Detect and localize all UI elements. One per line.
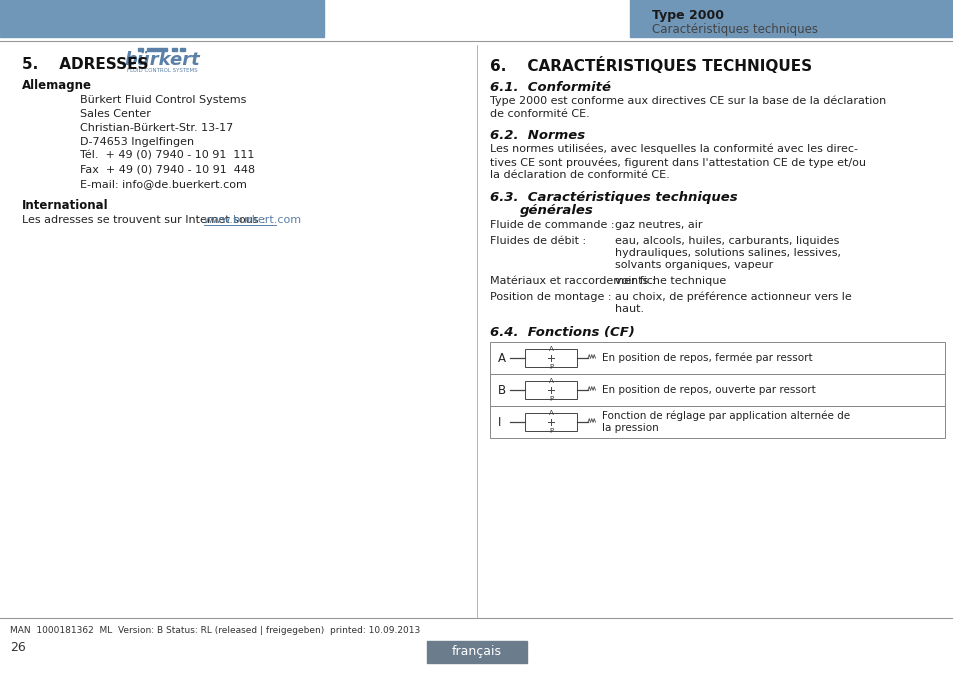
Text: A: A bbox=[548, 410, 553, 416]
Bar bbox=[490, 342, 944, 374]
Text: solvants organiques, vapeur: solvants organiques, vapeur bbox=[615, 260, 773, 270]
Bar bbox=[147, 48, 167, 51]
Text: gaz neutres, air: gaz neutres, air bbox=[615, 220, 701, 230]
Text: la déclaration de conformité CE.: la déclaration de conformité CE. bbox=[490, 170, 669, 180]
Text: A: A bbox=[548, 346, 553, 352]
Bar bbox=[524, 381, 577, 399]
Text: de conformité CE.: de conformité CE. bbox=[490, 109, 589, 119]
Text: voir fiche technique: voir fiche technique bbox=[615, 276, 725, 286]
Text: 6.3.  Caractéristiques techniques: 6.3. Caractéristiques techniques bbox=[490, 191, 737, 204]
Text: générales: générales bbox=[519, 204, 593, 217]
Bar bbox=[524, 349, 577, 367]
Bar bbox=[138, 48, 143, 51]
Text: En position de repos, fermée par ressort: En position de repos, fermée par ressort bbox=[601, 353, 812, 363]
Text: Christian-Bürkert-Str. 13-17: Christian-Bürkert-Str. 13-17 bbox=[80, 123, 233, 133]
Text: A: A bbox=[497, 351, 505, 365]
Text: Fonction de réglage par application alternée de: Fonction de réglage par application alte… bbox=[601, 411, 849, 421]
Text: hydrauliques, solutions salines, lessives,: hydrauliques, solutions salines, lessive… bbox=[615, 248, 841, 258]
Text: International: International bbox=[22, 199, 109, 212]
Text: 6.1.  Conformité: 6.1. Conformité bbox=[490, 81, 610, 94]
Bar bbox=[0, 0, 324, 37]
Text: Les normes utilisées, avec lesquelles la conformité avec les direc-: Les normes utilisées, avec lesquelles la… bbox=[490, 144, 857, 155]
Text: Matériaux et raccordements :: Matériaux et raccordements : bbox=[490, 276, 655, 286]
Text: FLUID CONTROL SYSTEMS: FLUID CONTROL SYSTEMS bbox=[127, 69, 197, 73]
Text: Type 2000: Type 2000 bbox=[651, 9, 723, 22]
Text: la pression: la pression bbox=[601, 423, 659, 433]
Bar bbox=[490, 406, 944, 438]
Text: www.burkert.com: www.burkert.com bbox=[204, 215, 302, 225]
Text: 6.4.  Fonctions (CF): 6.4. Fonctions (CF) bbox=[490, 326, 634, 339]
Text: bürkert: bürkert bbox=[124, 51, 200, 69]
Text: Bürkert Fluid Control Systems: Bürkert Fluid Control Systems bbox=[80, 95, 246, 105]
Text: P: P bbox=[548, 396, 553, 402]
Text: tives CE sont prouvées, figurent dans l'attestation CE de type et/ou: tives CE sont prouvées, figurent dans l'… bbox=[490, 157, 865, 168]
Text: E-mail: info@de.buerkert.com: E-mail: info@de.buerkert.com bbox=[80, 179, 247, 189]
Text: Fax  + 49 (0) 7940 - 10 91  448: Fax + 49 (0) 7940 - 10 91 448 bbox=[80, 165, 254, 175]
Text: 26: 26 bbox=[10, 641, 26, 654]
Text: MAN  1000181362  ML  Version: B Status: RL (released | freigegeben)  printed: 10: MAN 1000181362 ML Version: B Status: RL … bbox=[10, 626, 420, 635]
Text: Les adresses se trouvent sur Internet sous :: Les adresses se trouvent sur Internet so… bbox=[22, 215, 269, 225]
Text: 6.    CARACTÉRISTIQUES TECHNIQUES: 6. CARACTÉRISTIQUES TECHNIQUES bbox=[490, 57, 811, 74]
Bar bbox=[629, 0, 953, 37]
Bar bbox=[490, 374, 944, 406]
Text: Tél.  + 49 (0) 7940 - 10 91  111: Tél. + 49 (0) 7940 - 10 91 111 bbox=[80, 151, 254, 161]
Text: En position de repos, ouverte par ressort: En position de repos, ouverte par ressor… bbox=[601, 385, 815, 395]
Bar bbox=[172, 48, 177, 51]
Text: français: français bbox=[452, 645, 501, 658]
Bar bbox=[524, 413, 577, 431]
Text: P: P bbox=[548, 428, 553, 434]
Text: eau, alcools, huiles, carburants, liquides: eau, alcools, huiles, carburants, liquid… bbox=[615, 236, 839, 246]
Text: 5.    ADRESSES: 5. ADRESSES bbox=[22, 57, 149, 72]
Text: haut.: haut. bbox=[615, 304, 643, 314]
Text: Fluides de débit :: Fluides de débit : bbox=[490, 236, 585, 246]
Bar bbox=[180, 48, 185, 51]
Text: Position de montage :: Position de montage : bbox=[490, 292, 611, 302]
Bar bbox=[427, 641, 526, 663]
Text: 6.2.  Normes: 6.2. Normes bbox=[490, 129, 584, 142]
Text: B: B bbox=[497, 384, 506, 396]
Text: au choix, de préférence actionneur vers le: au choix, de préférence actionneur vers … bbox=[615, 292, 851, 302]
Text: A: A bbox=[548, 378, 553, 384]
Text: Sales Center: Sales Center bbox=[80, 109, 151, 119]
Text: Fluide de commande :: Fluide de commande : bbox=[490, 220, 614, 230]
Text: D-74653 Ingelfingen: D-74653 Ingelfingen bbox=[80, 137, 193, 147]
Text: Allemagne: Allemagne bbox=[22, 79, 91, 92]
Text: Type 2000 est conforme aux directives CE sur la base de la déclaration: Type 2000 est conforme aux directives CE… bbox=[490, 96, 885, 106]
Text: I: I bbox=[497, 415, 501, 429]
Text: P: P bbox=[548, 364, 553, 370]
Text: Caractéristiques techniques: Caractéristiques techniques bbox=[651, 22, 817, 36]
